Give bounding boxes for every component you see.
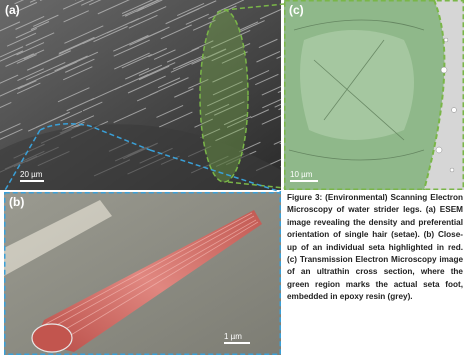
figure-caption: Figure 3: (Environmental) Scanning Elect…: [287, 192, 463, 304]
panel-c-label: (c): [289, 3, 304, 17]
red-highlighted-seta: [34, 210, 262, 352]
seta-closeup-image: [4, 192, 281, 355]
panel-c-scale-label: 10 µm: [290, 170, 313, 179]
panel-c-scale-line: [290, 180, 318, 182]
panel-b-seta-closeup: (b) 1 µm: [4, 192, 281, 355]
panel-c-scale-bar: 10 µm: [290, 170, 318, 182]
caption-text: Figure 3: (Environmental) Scanning Elect…: [287, 193, 463, 302]
panel-b-scale-line: [224, 342, 250, 344]
seta-base: [31, 323, 73, 353]
resin-holes: [435, 37, 457, 173]
hair-strokes: [0, 0, 281, 177]
blue-callout-line: [39, 123, 151, 151]
panel-a-scale-line: [20, 180, 44, 182]
panel-b-scale-bar: 1 µm: [224, 332, 250, 344]
panel-a-scale-label: 20 µm: [20, 170, 43, 179]
panel-a-esem-image: (a) 20 µm: [0, 0, 281, 190]
green-highlight-ellipse: [199, 9, 249, 183]
esem-hair-field: [0, 0, 281, 190]
panel-a-scale-bar: 20 µm: [20, 170, 44, 182]
green-connector-lines: [223, 3, 285, 189]
panel-b-scale-label: 1 µm: [224, 332, 242, 341]
panel-c-tem-cross-section: (c) 10 µm: [284, 0, 464, 190]
panel-a-label: (a): [5, 3, 20, 17]
blue-connector-lines: [3, 129, 282, 193]
tem-image: [284, 0, 464, 190]
background-seta: [4, 200, 112, 276]
panel-b-label: (b): [9, 195, 25, 209]
